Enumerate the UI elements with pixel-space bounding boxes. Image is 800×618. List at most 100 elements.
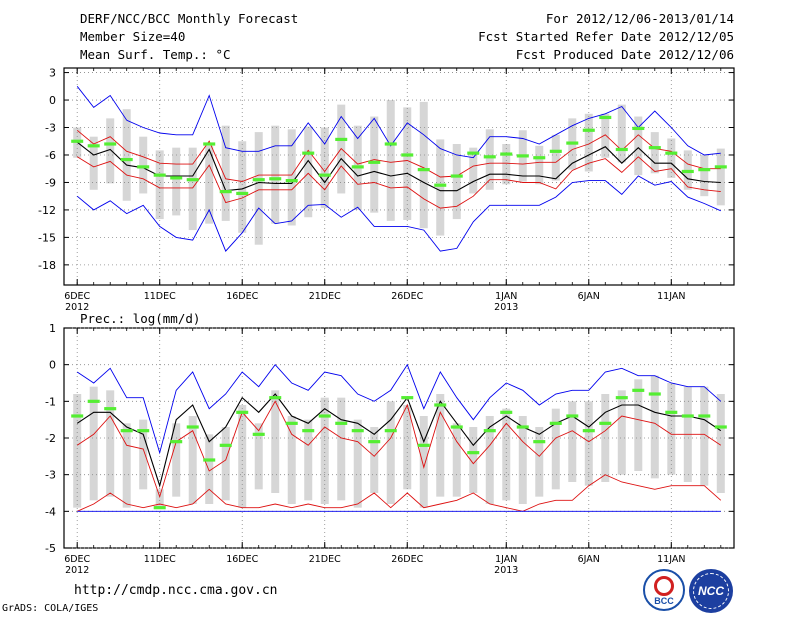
ensemble-box [617, 390, 626, 475]
median-mark [137, 165, 150, 169]
median-mark [714, 425, 727, 429]
median-mark [236, 191, 249, 196]
median-mark [632, 388, 645, 392]
ensemble-box [122, 423, 131, 508]
ensemble-box [89, 386, 98, 501]
ensemble-box [254, 132, 263, 245]
series-line-lower-spread [77, 474, 722, 512]
ensemble-box [584, 113, 593, 172]
median-mark [450, 425, 463, 429]
median-mark [698, 414, 711, 418]
ensemble-box [370, 427, 379, 493]
ensemble-box [254, 423, 263, 490]
median-mark [335, 421, 348, 425]
median-mark [401, 396, 414, 400]
y-tick-label: -5 [45, 542, 56, 555]
ensemble-box [667, 138, 676, 178]
chart-title: DERF/NCC/BCC Monthly Forecast [80, 11, 299, 26]
median-mark [170, 176, 183, 180]
ensemble-box [518, 416, 527, 504]
median-mark [632, 126, 645, 131]
x-tick-label: 26DEC [391, 291, 423, 302]
variable-label: Mean Surf. Temp.: °C [80, 47, 231, 62]
ensemble-box [469, 427, 478, 493]
ensemble-box [320, 127, 329, 209]
series-line-upper-spread [76, 400, 722, 499]
x-tick-label: 21DEC [309, 291, 341, 302]
ensemble-box [716, 394, 725, 493]
x-tick-label: 6DEC [64, 291, 90, 302]
median-mark [318, 414, 331, 418]
median-mark [483, 155, 496, 159]
ensemble-box [601, 113, 610, 158]
y-tick-label: -6 [45, 149, 56, 162]
source-url[interactable]: http://cmdp.ncc.cma.gov.cn [74, 583, 278, 598]
x-tick-label: 6DEC [64, 554, 90, 565]
ensemble-box [89, 136, 98, 190]
x-tick-label: 26DEC [391, 554, 423, 565]
ensemble-box [436, 139, 445, 236]
median-mark [467, 451, 480, 455]
median-mark [153, 173, 166, 177]
median-mark [384, 142, 397, 146]
median-mark [71, 414, 84, 418]
median-mark [384, 429, 397, 433]
ensemble-box [535, 427, 544, 497]
ncc-logo: NCC [689, 569, 733, 613]
median-mark [368, 160, 381, 164]
ensemble-box [139, 419, 148, 490]
median-mark [269, 177, 282, 181]
ensemble-box [436, 394, 445, 497]
ensemble-box [535, 145, 544, 185]
y-tick-label: -1 [45, 395, 56, 408]
median-mark [648, 146, 661, 150]
median-mark [582, 429, 595, 433]
ensemble-box [469, 147, 478, 194]
ensemble-box [221, 427, 230, 501]
ensemble-box [73, 394, 82, 508]
median-mark [599, 115, 612, 120]
median-mark [500, 152, 513, 156]
median-mark [269, 396, 282, 400]
ensemble-box [485, 416, 494, 504]
median-mark [681, 414, 694, 418]
median-mark [219, 190, 232, 194]
median-mark [351, 429, 364, 433]
x-tick-label: 21DEC [309, 554, 341, 565]
y-tick-label: 0 [49, 359, 56, 372]
median-mark [615, 396, 628, 400]
ensemble-box [304, 126, 313, 218]
ensemble-box [155, 489, 164, 508]
median-mark [533, 156, 546, 160]
ensemble-box [337, 397, 346, 501]
median-mark [252, 432, 265, 436]
ensemble-box [634, 379, 643, 471]
median-mark [615, 147, 628, 152]
fcst-produced-date: Fcst Produced Date 2012/12/06 [515, 47, 734, 62]
ensemble-box [386, 401, 395, 504]
y-tick-label: -3 [45, 469, 56, 482]
ncc-logo-text: NCC [698, 584, 724, 598]
median-mark [549, 421, 562, 425]
x-tick-label: 16DEC [226, 554, 258, 565]
forecast-period: For 2012/12/06-2013/01/14 [545, 11, 734, 26]
x-tick-label: 11DEC [144, 291, 176, 302]
y-tick-label: 1 [49, 322, 56, 335]
ensemble-box [485, 129, 494, 190]
median-mark [681, 169, 694, 174]
ensemble-box [700, 154, 709, 197]
median-mark [434, 183, 447, 187]
median-mark [665, 410, 678, 414]
ensemble-box [205, 145, 214, 224]
median-mark [483, 429, 496, 433]
ensemble-box [700, 386, 709, 486]
member-size: Member Size=40 [80, 29, 186, 44]
precip-variable-label: Prec.: log(mm/d) [80, 311, 201, 326]
ensemble-box [304, 419, 313, 501]
median-mark [335, 137, 348, 142]
median-mark [582, 128, 595, 132]
bcc-logo: BCC [643, 569, 685, 611]
x-tick-year-label: 2012 [65, 565, 89, 576]
ensemble-box [106, 390, 115, 497]
